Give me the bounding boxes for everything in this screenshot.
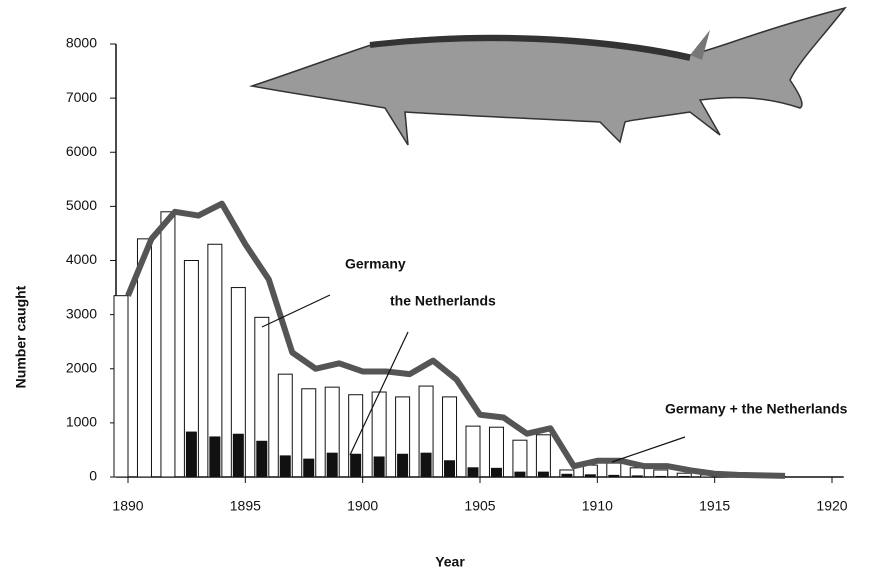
- y-tick-label: 6000: [66, 143, 97, 159]
- y-tick-label: 7000: [66, 89, 97, 105]
- y-tick-label: 5000: [66, 197, 97, 213]
- x-tick-label: 1895: [230, 498, 261, 514]
- bar: [538, 472, 548, 477]
- y-axis-label: Number caught: [13, 285, 29, 388]
- bar: [374, 457, 384, 477]
- bar: [491, 468, 501, 477]
- bar: [186, 432, 196, 477]
- bar: [585, 475, 595, 477]
- series-annotation: Germany + the Netherlands: [665, 401, 848, 417]
- y-tick-label: 0: [89, 468, 97, 484]
- bar: [257, 441, 267, 477]
- bar: [210, 437, 220, 477]
- bar: [304, 459, 314, 477]
- y-tick-label: 3000: [66, 305, 97, 321]
- x-axis-label: Year: [435, 554, 465, 570]
- bar: [609, 475, 619, 477]
- bar: [468, 468, 478, 477]
- bar: [445, 461, 455, 477]
- x-tick-label: 1900: [347, 498, 378, 514]
- bar: [679, 476, 689, 477]
- bar: [656, 476, 666, 477]
- bar: [515, 472, 525, 477]
- bar: [536, 435, 550, 477]
- series-annotation: the Netherlands: [390, 293, 496, 309]
- bar: [161, 212, 175, 477]
- x-tick-label: 1890: [112, 498, 143, 514]
- y-tick-label: 1000: [66, 414, 97, 430]
- bar: [233, 434, 243, 477]
- x-tick-label: 1915: [699, 498, 730, 514]
- chart: Number caught Year 0 1000 2000 3000 4000 5000…: [0, 0, 871, 572]
- bar: [351, 454, 361, 477]
- bar: [562, 474, 572, 477]
- x-tick-label: 1905: [464, 498, 495, 514]
- x-tick-label: 1910: [582, 498, 613, 514]
- bar: [327, 453, 337, 477]
- y-tick-label: 4000: [66, 251, 97, 267]
- bar: [398, 454, 408, 477]
- bar: [513, 440, 527, 477]
- bar: [607, 462, 621, 477]
- series-annotation: Germany: [345, 256, 406, 272]
- bar: [421, 453, 431, 477]
- y-tick-label: 8000: [66, 35, 97, 51]
- bar: [632, 476, 642, 477]
- leader-line: [612, 437, 685, 462]
- bar: [654, 470, 668, 477]
- y-tick-label: 2000: [66, 359, 97, 375]
- bar: [280, 456, 290, 477]
- x-tick-label: 1920: [816, 498, 847, 514]
- bar: [114, 296, 128, 477]
- sturgeon-illustration: [252, 8, 845, 145]
